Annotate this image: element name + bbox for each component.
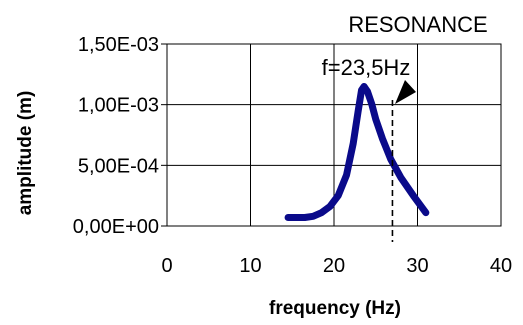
x-tick-labels: 0 10 20 30 40 xyxy=(161,255,512,277)
x-tick-label-3: 30 xyxy=(406,255,428,277)
y-tick-label-0: 0,00E+00 xyxy=(73,216,159,238)
y-axis-title: amplitude (m) xyxy=(15,91,36,216)
plot-frame xyxy=(161,43,502,227)
annotation-frequency: f=23,5Hz xyxy=(322,55,411,80)
series-layer xyxy=(284,82,430,222)
grid-lines xyxy=(167,44,501,226)
y-tick-label-1: 5,00E-04 xyxy=(78,155,159,177)
y-tick-label-2: 1,00E-03 xyxy=(78,95,159,117)
annotation-arrow xyxy=(395,80,416,104)
x-tick-label-0: 0 xyxy=(161,255,172,277)
plot-border xyxy=(166,43,502,227)
annotation-resonance: RESONANCE xyxy=(348,12,487,37)
y-tick-label-3: 1,50E-03 xyxy=(78,34,159,56)
y-tick-labels: 0,00E+00 5,00E-04 1,00E-03 1,50E-03 xyxy=(73,34,159,238)
x-tick-label-4: 40 xyxy=(490,255,512,277)
x-tick-label-1: 10 xyxy=(239,255,261,277)
x-axis-title: frequency (Hz) xyxy=(269,298,401,319)
x-tick-label-2: 20 xyxy=(323,255,345,277)
series-line-0 xyxy=(284,82,430,222)
